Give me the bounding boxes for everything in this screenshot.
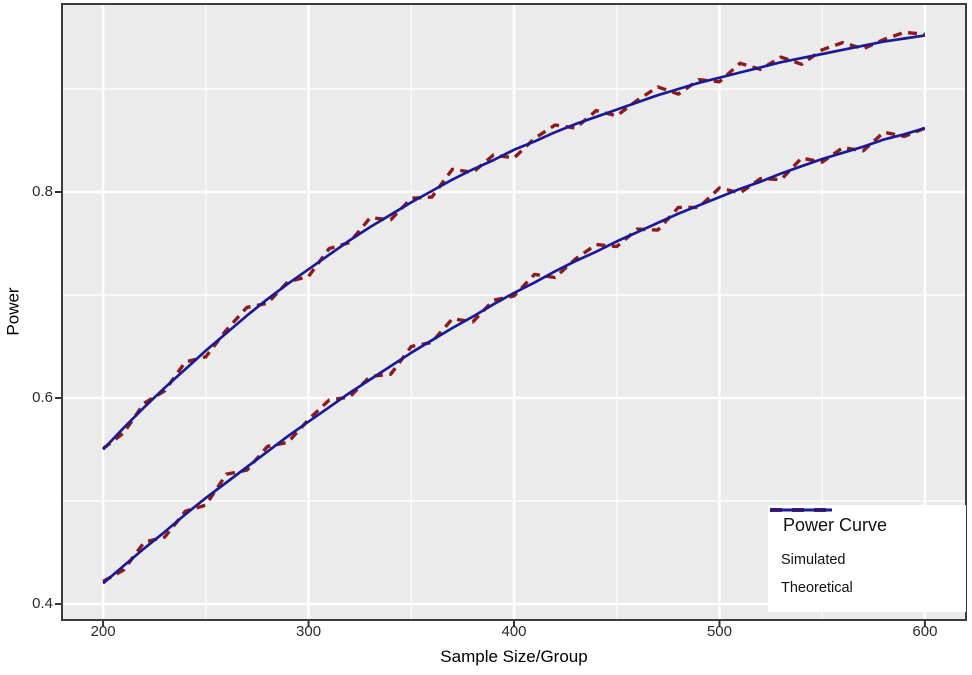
legend-label-simulated: Simulated bbox=[781, 552, 846, 568]
y-tick-label: 0.8 bbox=[32, 182, 53, 200]
x-tick-label: 200 bbox=[90, 623, 116, 640]
legend-item-theoretical: Theoretical bbox=[770, 508, 966, 602]
x-tick-label: 300 bbox=[296, 623, 322, 640]
y-tick-label: 0.6 bbox=[32, 388, 53, 406]
x-tick-label: 600 bbox=[912, 623, 938, 640]
x-tick-label: 500 bbox=[706, 623, 732, 640]
panel-border bbox=[61, 3, 967, 621]
x-axis-title: Sample Size/Group bbox=[440, 647, 588, 666]
y-axis-title: Power bbox=[3, 287, 23, 336]
y-tick-label: 0.4 bbox=[32, 594, 53, 612]
legend-item-simulated: Simulated bbox=[770, 508, 966, 574]
theoretical-key-solid-line-icon bbox=[770, 508, 832, 512]
series-theoretical-upper-line bbox=[102, 34, 926, 451]
legend: Power Curve Simulated Theoretical bbox=[768, 505, 966, 612]
legend-label-theoretical: Theoretical bbox=[781, 580, 853, 596]
legend-title: Power Curve bbox=[783, 515, 888, 535]
series-theoretical-lower-line bbox=[102, 126, 926, 585]
x-tick-label: 400 bbox=[501, 623, 527, 640]
